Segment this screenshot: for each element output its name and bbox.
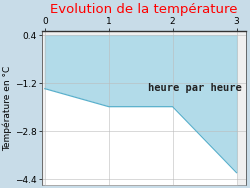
Y-axis label: Température en °C: Température en °C [3,65,12,151]
Title: Evolution de la température: Evolution de la température [50,3,238,16]
Text: heure par heure: heure par heure [148,83,242,93]
